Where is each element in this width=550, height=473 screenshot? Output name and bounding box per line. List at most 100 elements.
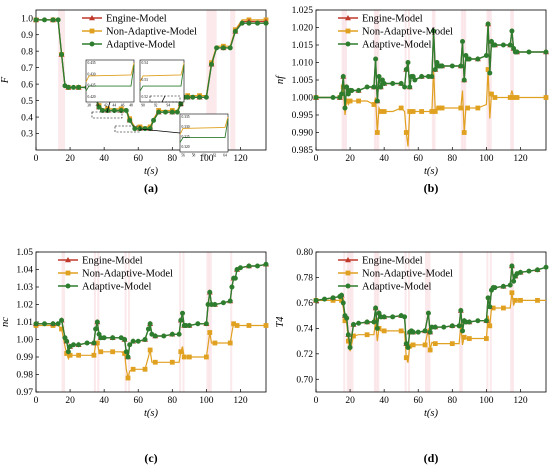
x-tick-label: 100 [199, 396, 214, 406]
plot-frame [315, 251, 547, 393]
transient-band [128, 252, 130, 392]
legend-label-engine: Engine-Model [106, 14, 167, 25]
x-tick-label: 0 [314, 154, 319, 164]
legend-label-non-adaptive: Non-Adaptive-Model [106, 27, 197, 38]
plot-frame [35, 9, 267, 151]
data-point-non-adaptive [398, 328, 404, 334]
x-tick-label: 60 [133, 154, 143, 164]
y-tick-label: 1.005 [292, 76, 314, 86]
data-point-non-adaptive [207, 330, 213, 335]
data-point-adaptive [135, 338, 141, 344]
data-point-adaptive [96, 104, 102, 110]
data-point-adaptive [492, 42, 498, 48]
data-point-adaptive [371, 319, 377, 325]
data-point-non-adaptive [152, 359, 158, 365]
legend-label-adaptive: Adaptive-Model [106, 40, 175, 51]
data-point-adaptive [313, 95, 319, 100]
inset-y-tick-label: 0.425 [88, 84, 96, 88]
y-axis-label: T4 [275, 316, 286, 328]
x-tick-label: 20 [345, 154, 355, 164]
y-tick-label: 0.78 [296, 274, 313, 284]
inset-line-adaptive [85, 64, 135, 92]
data-point-non-adaptive [330, 297, 336, 303]
legend-label-adaptive: Adaptive-Model [362, 282, 431, 293]
data-point-non-adaptive [485, 67, 491, 72]
data-point-adaptive [381, 314, 387, 320]
data-point-adaptive [485, 21, 491, 27]
y-tick-label: 1.00 [16, 336, 33, 346]
data-point-adaptive [50, 321, 56, 327]
data-point-adaptive [142, 337, 148, 342]
legend-label-non-adaptive: Non-Adaptive-Model [82, 269, 173, 280]
data-point-adaptive [212, 302, 218, 307]
transient-band [350, 252, 354, 392]
y-tick-label: 0.99 [16, 353, 33, 363]
legend-marker-adaptive [89, 41, 95, 47]
data-point-adaptive [59, 51, 65, 57]
data-point-adaptive [313, 297, 319, 303]
y-tick-label: 0.8 [21, 47, 33, 57]
y-tick-label: 0.80 [296, 248, 313, 258]
data-point-adaptive [342, 105, 348, 111]
inset-x-tick-label: 64 [223, 154, 227, 158]
data-point-adaptive [543, 49, 549, 55]
data-point-adaptive [180, 310, 186, 316]
transient-band [510, 252, 513, 392]
panel-caption: (d) [424, 451, 439, 465]
data-point-non-adaptive [169, 359, 175, 365]
data-point-adaptive [122, 337, 128, 342]
y-tick-label: 1.03 [16, 283, 33, 293]
data-point-adaptive [373, 305, 379, 311]
data-point-non-adaptive [67, 352, 73, 358]
data-point-adaptive [425, 310, 431, 316]
data-point-non-adaptive [263, 323, 269, 328]
data-point-non-adaptive [419, 109, 425, 114]
data-point-adaptive [207, 289, 213, 295]
data-point-adaptive [178, 317, 184, 323]
transient-band [211, 10, 217, 150]
data-point-adaptive [449, 323, 455, 329]
data-point-adaptive [76, 342, 82, 348]
data-point-adaptive [419, 74, 425, 79]
y-axis-label: F [0, 76, 11, 84]
legend-marker-non-adaptive [89, 28, 95, 34]
y-tick-label: 0.97 [16, 388, 33, 398]
data-point-adaptive [374, 98, 380, 104]
data-point-adaptive [390, 81, 396, 86]
data-point-adaptive [429, 74, 435, 79]
data-point-adaptive [364, 319, 370, 325]
transient-band [510, 10, 513, 150]
data-point-adaptive [376, 74, 382, 79]
y-tick-label: 0.70 [296, 375, 313, 385]
data-point-non-adaptive [142, 366, 148, 372]
data-point-adaptive [344, 84, 350, 90]
inset-y-tick-label: 0.52 [142, 95, 148, 99]
zoom-inset-0: 0.420 0.425 0.430 0.435 38 40 42 44 46 48 [85, 59, 135, 119]
y-tick-label: 0.990 [292, 129, 314, 139]
data-point-non-adaptive [410, 342, 416, 348]
inset-x-tick-label: 62 [213, 154, 217, 158]
data-point-adaptive [500, 283, 506, 289]
data-point-adaptive [378, 84, 384, 90]
x-axis-label: t(s) [424, 408, 439, 419]
y-axis-label: nf [275, 74, 286, 84]
data-point-adaptive [475, 56, 481, 62]
data-point-adaptive [483, 53, 489, 58]
data-point-adaptive [151, 117, 157, 123]
data-point-adaptive [94, 319, 100, 325]
x-tick-label: 120 [233, 396, 248, 406]
x-tick-label: 40 [379, 396, 389, 406]
y-tick-label: 0.985 [292, 146, 314, 156]
data-point-adaptive [403, 67, 409, 72]
data-point-adaptive [152, 333, 158, 339]
data-point-adaptive [42, 321, 48, 327]
data-point-adaptive [415, 329, 421, 335]
inset-x-tick-label: 58 [192, 154, 196, 158]
inset-x-tick-label: 38 [87, 104, 91, 108]
chart-panel-2: 0 20 40 60 80 100 120 0.97 0.98 0.99 1.00 1.01 1.02 1… [0, 248, 269, 465]
x-tick-label: 20 [65, 396, 75, 406]
data-point-non-adaptive [98, 349, 104, 355]
data-point-non-adaptive [398, 105, 404, 111]
data-point-adaptive [263, 261, 269, 267]
inset-x-tick-label: 48 [129, 104, 133, 108]
